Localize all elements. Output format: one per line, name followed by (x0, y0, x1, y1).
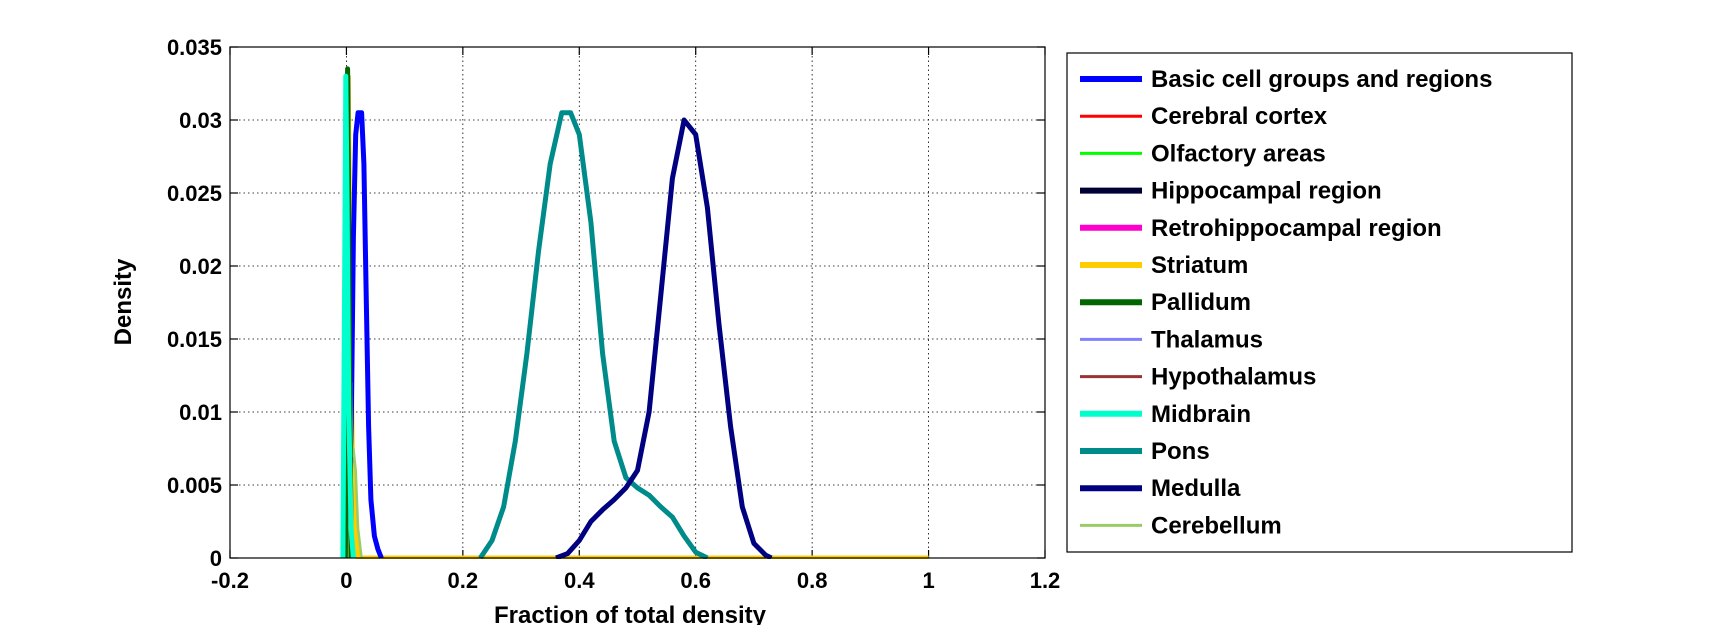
x-tick-label: 0.4 (564, 568, 595, 593)
x-tick-label: 0.8 (797, 568, 828, 593)
legend-label-pallidum: Pallidum (1151, 289, 1251, 316)
y-tick-label: 0.015 (167, 327, 222, 352)
legend-label-medulla: Medulla (1151, 475, 1241, 502)
y-tick-label: 0.01 (179, 400, 222, 425)
y-tick-label: 0.035 (167, 35, 222, 60)
legend-label-pons: Pons (1151, 438, 1210, 465)
legend-items: Basic cell groups and regions Cerebral co… (1080, 66, 1492, 539)
x-tick-label: 0 (340, 568, 352, 593)
legend-label-retrohippocampal-region: Retrohippocampal region (1151, 215, 1442, 242)
legend-label-hypothalamus: Hypothalamus (1151, 364, 1316, 391)
y-tick-label: 0.025 (167, 181, 222, 206)
legend-box (1066, 52, 1573, 553)
legend-label-hippocampal-region: Hippocampal region (1151, 178, 1382, 205)
legend-label-midbrain: Midbrain (1151, 401, 1251, 428)
x-tick-label: 0.6 (680, 568, 711, 593)
legend-label-striatum: Striatum (1151, 252, 1248, 279)
legend-label-thalamus: Thalamus (1151, 326, 1263, 353)
series-lines (340, 66, 929, 559)
y-tick-label: 0 (210, 546, 222, 571)
series-line-midbrain (340, 73, 356, 559)
series-line-medulla (555, 117, 773, 559)
legend-label-olfactory-areas: Olfactory areas (1151, 140, 1326, 167)
x-tick-label: -0.2 (211, 568, 249, 593)
y-tick-label: 0.03 (179, 108, 222, 133)
y-axis-ticks: 0 0.005 0.01 0.015 0.02 0.025 0.03 0.035 (167, 35, 1045, 571)
series-line-pons (478, 110, 709, 559)
y-axis-label: Density (110, 258, 137, 345)
legend-label-basic-cell-groups-and-regions: Basic cell groups and regions (1151, 66, 1492, 93)
x-tick-label: 0.2 (448, 568, 479, 593)
x-tick-label: 1 (922, 568, 934, 593)
y-tick-label: 0.005 (167, 473, 222, 498)
y-tick-label: 0.02 (179, 254, 222, 279)
x-axis-ticks: -0.2 0 0.2 0.4 0.6 0.8 1 1.2 (211, 47, 1060, 593)
legend: Basic cell groups and regions Cerebral co… (1066, 52, 1573, 553)
legend-label-cerebellum: Cerebellum (1151, 512, 1282, 539)
legend-label-cerebral-cortex: Cerebral cortex (1151, 103, 1328, 130)
plot-frame (229, 46, 1046, 559)
x-axis-label: Fraction of total density (494, 602, 767, 625)
x-tick-label: 1.2 (1030, 568, 1061, 593)
